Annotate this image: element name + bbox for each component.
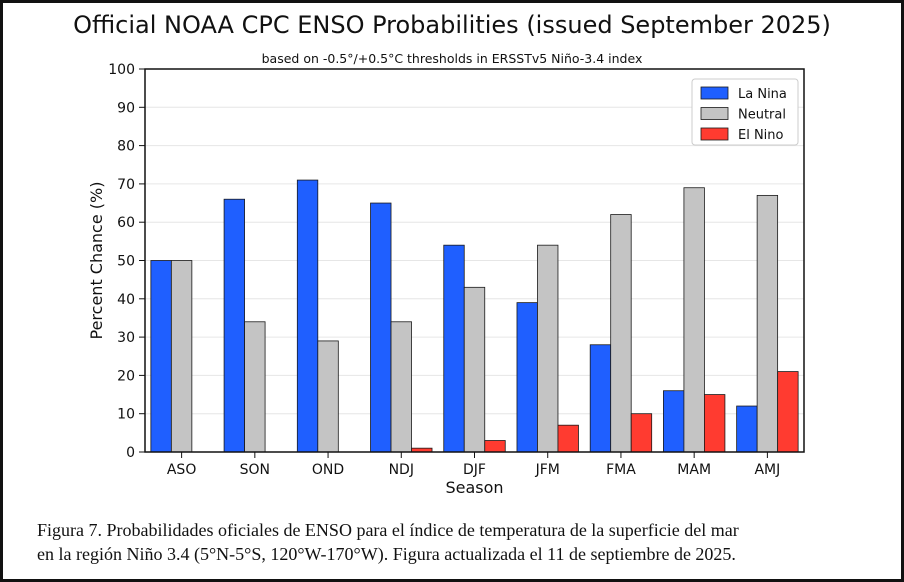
bar-neutral-jfm xyxy=(537,244,559,453)
bar-neutral-djf xyxy=(463,286,486,453)
y-tick-label: 100 xyxy=(108,62,135,78)
bar-la-nina-ndj xyxy=(370,202,392,453)
legend: La Nina Neutral El Nino xyxy=(691,78,799,146)
chart-subtitle: based on -0.5°/+0.5°C thresholds in ERSS… xyxy=(261,51,643,66)
caption-line-2: en la región Niño 3.4 (5°N-5°S, 120°W-17… xyxy=(37,544,736,564)
bar-el-nino-djf xyxy=(484,440,506,453)
y-tick-label: 30 xyxy=(117,330,135,346)
y-axis-ticks: 0 10 20 30 40 50 60 70 80 90 100 xyxy=(108,62,145,461)
bar-la-nina-aso xyxy=(150,260,172,453)
legend-label: La Nina xyxy=(738,87,787,102)
x-tick-label: OND xyxy=(312,462,344,478)
x-axis-ticks: ASO SON OND NDJ DJF JFM FMA MAM AMJ xyxy=(167,452,780,478)
bar-el-nino-jfm xyxy=(557,424,579,453)
bar-neutral-ndj xyxy=(390,321,412,453)
bar-la-nina-jfm xyxy=(516,302,538,453)
legend-swatch xyxy=(700,86,729,100)
x-tick-label: JFM xyxy=(535,462,560,478)
chart-title: Official NOAA CPC ENSO Probabilities (is… xyxy=(73,11,831,39)
figure-caption: Figura 7. Probabilidades oficiales de EN… xyxy=(37,518,897,566)
x-tick-label: AMJ xyxy=(754,462,780,478)
y-tick-label: 20 xyxy=(117,368,135,384)
x-tick-label: NDJ xyxy=(389,462,414,478)
bar-la-nina-amj xyxy=(736,405,758,453)
x-axis-label: Season xyxy=(445,478,503,497)
x-tick-label: FMA xyxy=(606,462,636,478)
bar-la-nina-djf xyxy=(443,244,465,453)
bar-la-nina-son xyxy=(223,198,245,453)
bar-neutral-mam xyxy=(683,187,705,453)
y-tick-label: 90 xyxy=(117,100,135,116)
bars xyxy=(150,179,799,453)
bar-neutral-son xyxy=(244,321,266,453)
y-tick-label: 40 xyxy=(117,292,135,308)
y-tick-label: 80 xyxy=(117,139,135,155)
x-tick-label: ASO xyxy=(167,462,196,478)
y-tick-label: 0 xyxy=(126,445,135,461)
bar-la-nina-fma xyxy=(589,344,612,453)
y-tick-label: 10 xyxy=(117,407,135,423)
bar-el-nino-fma xyxy=(630,413,653,453)
bar-neutral-fma xyxy=(610,214,632,453)
y-tick-label: 60 xyxy=(117,215,135,231)
x-tick-label: DJF xyxy=(463,462,486,478)
legend-label: El Nino xyxy=(738,128,784,143)
legend-swatch xyxy=(700,107,729,120)
y-tick-label: 50 xyxy=(117,254,135,270)
y-tick-label: 70 xyxy=(117,177,135,193)
x-tick-label: SON xyxy=(240,462,270,478)
y-axis-label: Percent Chance (%) xyxy=(87,182,106,340)
bar-neutral-aso xyxy=(170,260,193,453)
bar-neutral-amj xyxy=(756,194,779,453)
bar-la-nina-mam xyxy=(663,390,685,453)
x-tick-label: MAM xyxy=(677,462,711,478)
bar-neutral-ond xyxy=(317,340,339,453)
enso-bar-chart: 0 10 20 30 40 50 60 70 80 90 100 ASO SON OND NDJ DJF JF… xyxy=(87,62,805,497)
legend-swatch xyxy=(700,127,729,141)
legend-label: Neutral xyxy=(738,108,786,123)
bar-el-nino-amj xyxy=(777,371,799,453)
bar-el-nino-mam xyxy=(704,394,726,453)
bar-la-nina-ond xyxy=(296,179,319,453)
caption-line-1: Figura 7. Probabilidades oficiales de EN… xyxy=(37,520,739,540)
